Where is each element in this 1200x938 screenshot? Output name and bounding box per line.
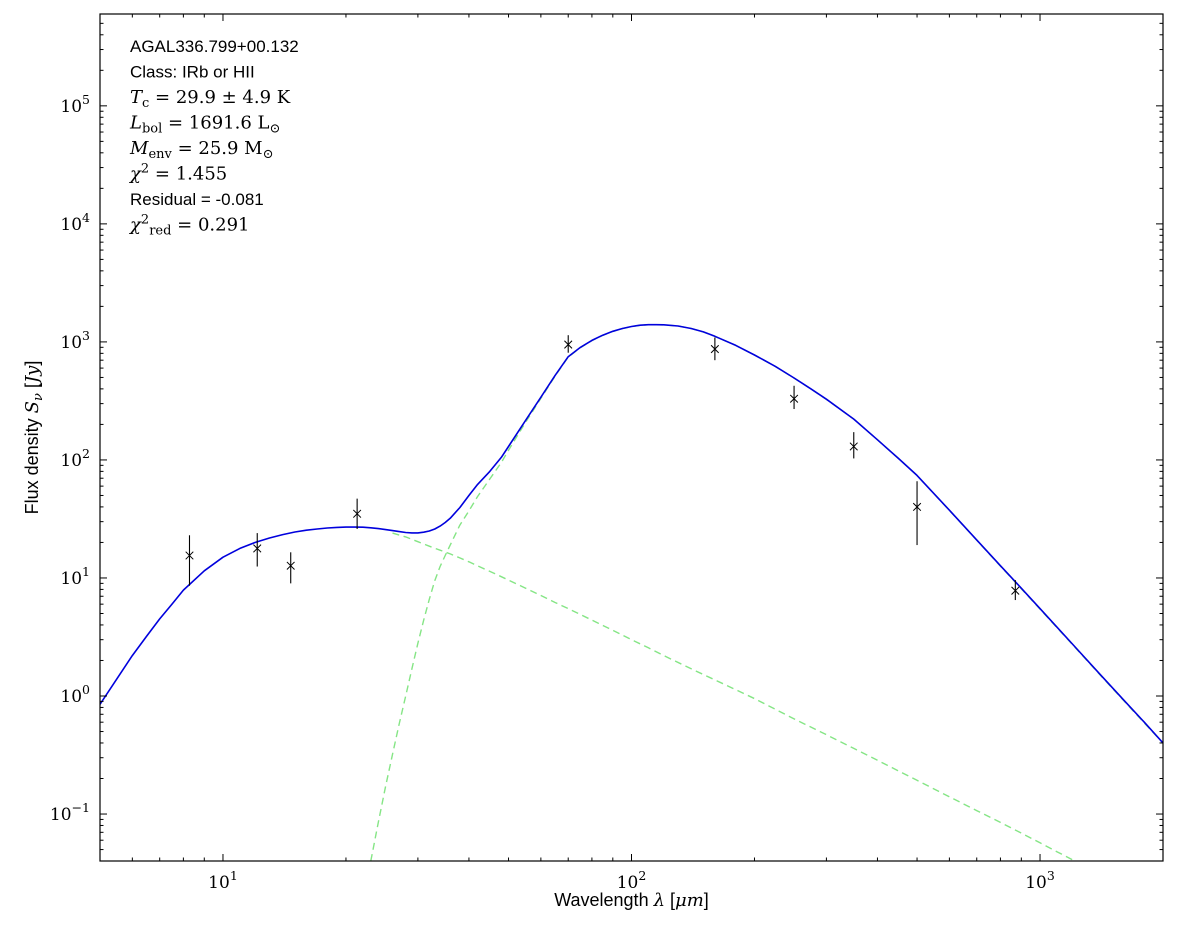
annotation-line-7: Residual = -0.081 bbox=[130, 190, 264, 209]
tick-label: 103 bbox=[1025, 868, 1055, 893]
tick-label: 100 bbox=[60, 682, 90, 707]
x-axis-label: Wavelength λ [μm] bbox=[554, 890, 709, 911]
tick-label: 10−1 bbox=[50, 800, 90, 825]
curves-layer bbox=[100, 323, 1163, 861]
x-marker bbox=[185, 551, 194, 560]
tick-label: 101 bbox=[208, 868, 238, 893]
x-marker bbox=[352, 509, 362, 518]
x-marker bbox=[912, 502, 922, 512]
series-model-total bbox=[100, 323, 1163, 744]
axis-ticks bbox=[100, 14, 1163, 861]
photometry-layer bbox=[185, 335, 1020, 601]
tick-label: 102 bbox=[60, 446, 90, 471]
x-marker bbox=[253, 544, 262, 553]
series-warm-component-dashed bbox=[392, 532, 1077, 861]
tick-label: 101 bbox=[60, 564, 90, 589]
annotation-line-3: Tc = 29.9 ± 4.9 K bbox=[130, 87, 291, 111]
annotation-line-8: χ2red = 0.291 bbox=[128, 213, 250, 239]
annotation-line-6: χ2 = 1.455 bbox=[128, 162, 227, 185]
tick-label: 103 bbox=[60, 328, 90, 353]
y-axis-label: Flux density Sν [Jy] bbox=[22, 361, 46, 515]
annotation-line-4: Lbol = 1691.6 L⊙ bbox=[129, 113, 280, 137]
x-marker bbox=[1011, 586, 1020, 595]
tick-label: 102 bbox=[617, 868, 647, 893]
x-marker bbox=[286, 561, 295, 570]
annotation-line-1: AGAL336.799+00.132 bbox=[130, 37, 299, 56]
series-cold-component-dashed bbox=[370, 324, 1163, 861]
x-marker bbox=[849, 442, 858, 451]
x-marker bbox=[564, 340, 573, 349]
tick-label: 105 bbox=[60, 92, 90, 117]
x-marker bbox=[710, 344, 720, 354]
annotation-line-5: Menv = 25.9 M⊙ bbox=[129, 138, 274, 162]
tick-label: 104 bbox=[60, 210, 90, 235]
x-marker bbox=[789, 394, 799, 403]
annotation-line-2: Class: IRb or HII bbox=[130, 63, 255, 82]
